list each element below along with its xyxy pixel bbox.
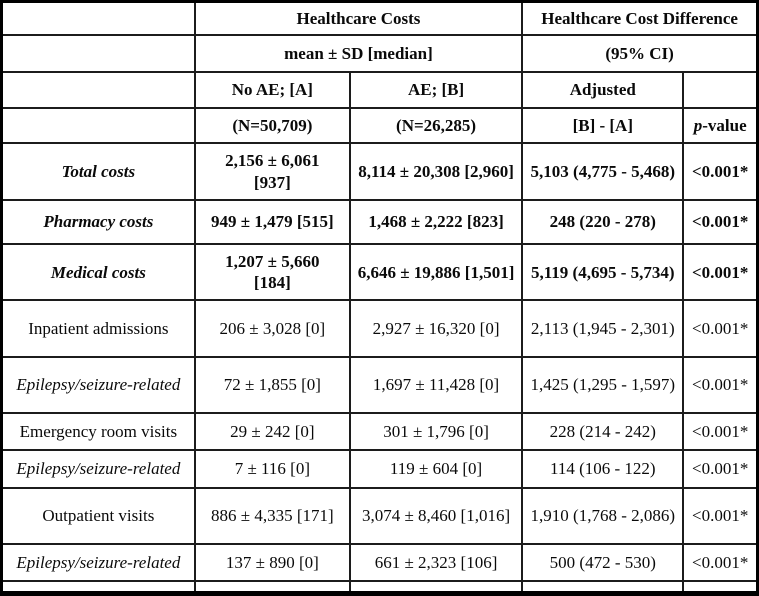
cell-adjusted: 500 (472 - 530): [521, 543, 685, 583]
header-95-ci: (95% CI): [521, 33, 759, 73]
cell-adjusted: 5,103 (4,775 - 5,468): [521, 142, 685, 201]
cell-no-ae: 29 ± 242 [0]: [193, 412, 351, 452]
header-groups-row: No AE; [A] AE; [B] Adjusted: [0, 70, 759, 110]
header-mean-sd-median: mean ± SD [median]: [193, 33, 524, 73]
cell-p-value: <0.001*: [682, 355, 759, 415]
cell-adjusted: 228 (214 - 242): [521, 412, 685, 452]
header-adjusted: Adjusted: [521, 70, 685, 110]
cell-p-value: <0.001*: [682, 243, 759, 302]
row-label: Total costs: [0, 142, 196, 201]
empty-cell: [0, 580, 196, 595]
header-subtitle-row: mean ± SD [median] (95% CI): [0, 33, 759, 73]
empty-cell: [348, 580, 524, 595]
cell-no-ae: 206 ± 3,028 [0]: [193, 299, 351, 358]
cell-no-ae: 2,156 ± 6,061 [937]: [193, 142, 351, 201]
cell-p-value: <0.001*: [682, 412, 759, 452]
header-ae: AE; [B]: [348, 70, 524, 110]
cell-p-value: <0.001*: [682, 299, 759, 358]
header-empty-cell: [682, 70, 759, 110]
table-row-inpatient-admissions: Inpatient admissions 206 ± 3,028 [0] 2,9…: [0, 299, 759, 358]
cell-ae: 8,114 ± 20,308 [2,960]: [348, 142, 524, 201]
row-label: Epilepsy/seizure-related: [0, 449, 196, 489]
cell-ae: 3,074 ± 8,460 [1,016]: [348, 486, 524, 546]
table-row-pharmacy-costs: Pharmacy costs 949 ± 1,479 [515] 1,468 ±…: [0, 198, 759, 246]
row-label: Epilepsy/seizure-related: [0, 355, 196, 415]
row-label: Epilepsy/seizure-related: [0, 543, 196, 583]
p-value-rest: -value: [702, 116, 747, 136]
header-group-row: Healthcare Costs Healthcare Cost Differe…: [0, 0, 759, 36]
cell-ae: 6,646 ± 19,886 [1,501]: [348, 243, 524, 302]
table-row-epilepsy-emergency: Epilepsy/seizure-related 7 ± 116 [0] 119…: [0, 449, 759, 489]
cell-no-ae: 886 ± 4,335 [171]: [193, 486, 351, 546]
corner-empty-cell: [0, 33, 196, 73]
header-n-no-ae: (N=50,709): [193, 107, 351, 145]
header-n-row: (N=50,709) (N=26,285) [B] - [A] p-value: [0, 107, 759, 145]
row-label: Pharmacy costs: [0, 198, 196, 246]
cell-adjusted: 1,910 (1,768 - 2,086): [521, 486, 685, 546]
row-label: Emergency room visits: [0, 412, 196, 452]
header-healthcare-cost-difference: Healthcare Cost Difference: [521, 0, 759, 36]
header-p-value: p-value: [682, 107, 759, 145]
cell-ae: 2,927 ± 16,320 [0]: [348, 299, 524, 358]
table-row-empty-footer: [0, 580, 759, 595]
cell-ae: 661 ± 2,323 [106]: [348, 543, 524, 583]
cell-p-value: <0.001*: [682, 486, 759, 546]
corner-empty-cell: [0, 0, 196, 36]
cell-adjusted: 5,119 (4,695 - 5,734): [521, 243, 685, 302]
empty-cell: [682, 580, 759, 595]
header-diff-formula: [B] - [A]: [521, 107, 685, 145]
cell-ae: 301 ± 1,796 [0]: [348, 412, 524, 452]
empty-cell: [521, 580, 685, 595]
cell-p-value: <0.001*: [682, 449, 759, 489]
cell-adjusted: 114 (106 - 122): [521, 449, 685, 489]
row-label: Outpatient visits: [0, 486, 196, 546]
cell-ae: 1,468 ± 2,222 [823]: [348, 198, 524, 246]
corner-empty-cell: [0, 70, 196, 110]
table-row-outpatient-visits: Outpatient visits 886 ± 4,335 [171] 3,07…: [0, 486, 759, 546]
cell-p-value: <0.001*: [682, 142, 759, 201]
header-healthcare-costs: Healthcare Costs: [193, 0, 524, 36]
row-label: Medical costs: [0, 243, 196, 302]
header-no-ae: No AE; [A]: [193, 70, 351, 110]
empty-cell: [193, 580, 351, 595]
cell-no-ae: 72 ± 1,855 [0]: [193, 355, 351, 415]
cell-adjusted: 248 (220 - 278): [521, 198, 685, 246]
cell-no-ae: 949 ± 1,479 [515]: [193, 198, 351, 246]
header-n-ae: (N=26,285): [348, 107, 524, 145]
cell-adjusted: 2,113 (1,945 - 2,301): [521, 299, 685, 358]
p-value-italic-p: p: [693, 116, 703, 136]
cell-no-ae: 7 ± 116 [0]: [193, 449, 351, 489]
row-label: Inpatient admissions: [0, 299, 196, 358]
cell-no-ae: 1,207 ± 5,660 [184]: [193, 243, 351, 302]
cell-ae: 1,697 ± 11,428 [0]: [348, 355, 524, 415]
table-row-total-costs: Total costs 2,156 ± 6,061 [937] 8,114 ± …: [0, 142, 759, 201]
corner-empty-cell: [0, 107, 196, 145]
cell-ae: 119 ± 604 [0]: [348, 449, 524, 489]
cell-p-value: <0.001*: [682, 543, 759, 583]
cell-adjusted: 1,425 (1,295 - 1,597): [521, 355, 685, 415]
cell-p-value: <0.001*: [682, 198, 759, 246]
table-row-epilepsy-inpatient: Epilepsy/seizure-related 72 ± 1,855 [0] …: [0, 355, 759, 415]
table-row-epilepsy-outpatient: Epilepsy/seizure-related 137 ± 890 [0] 6…: [0, 543, 759, 583]
table-row-emergency-room-visits: Emergency room visits 29 ± 242 [0] 301 ±…: [0, 412, 759, 452]
table-row-medical-costs: Medical costs 1,207 ± 5,660 [184] 6,646 …: [0, 243, 759, 302]
cell-no-ae: 137 ± 890 [0]: [193, 543, 351, 583]
